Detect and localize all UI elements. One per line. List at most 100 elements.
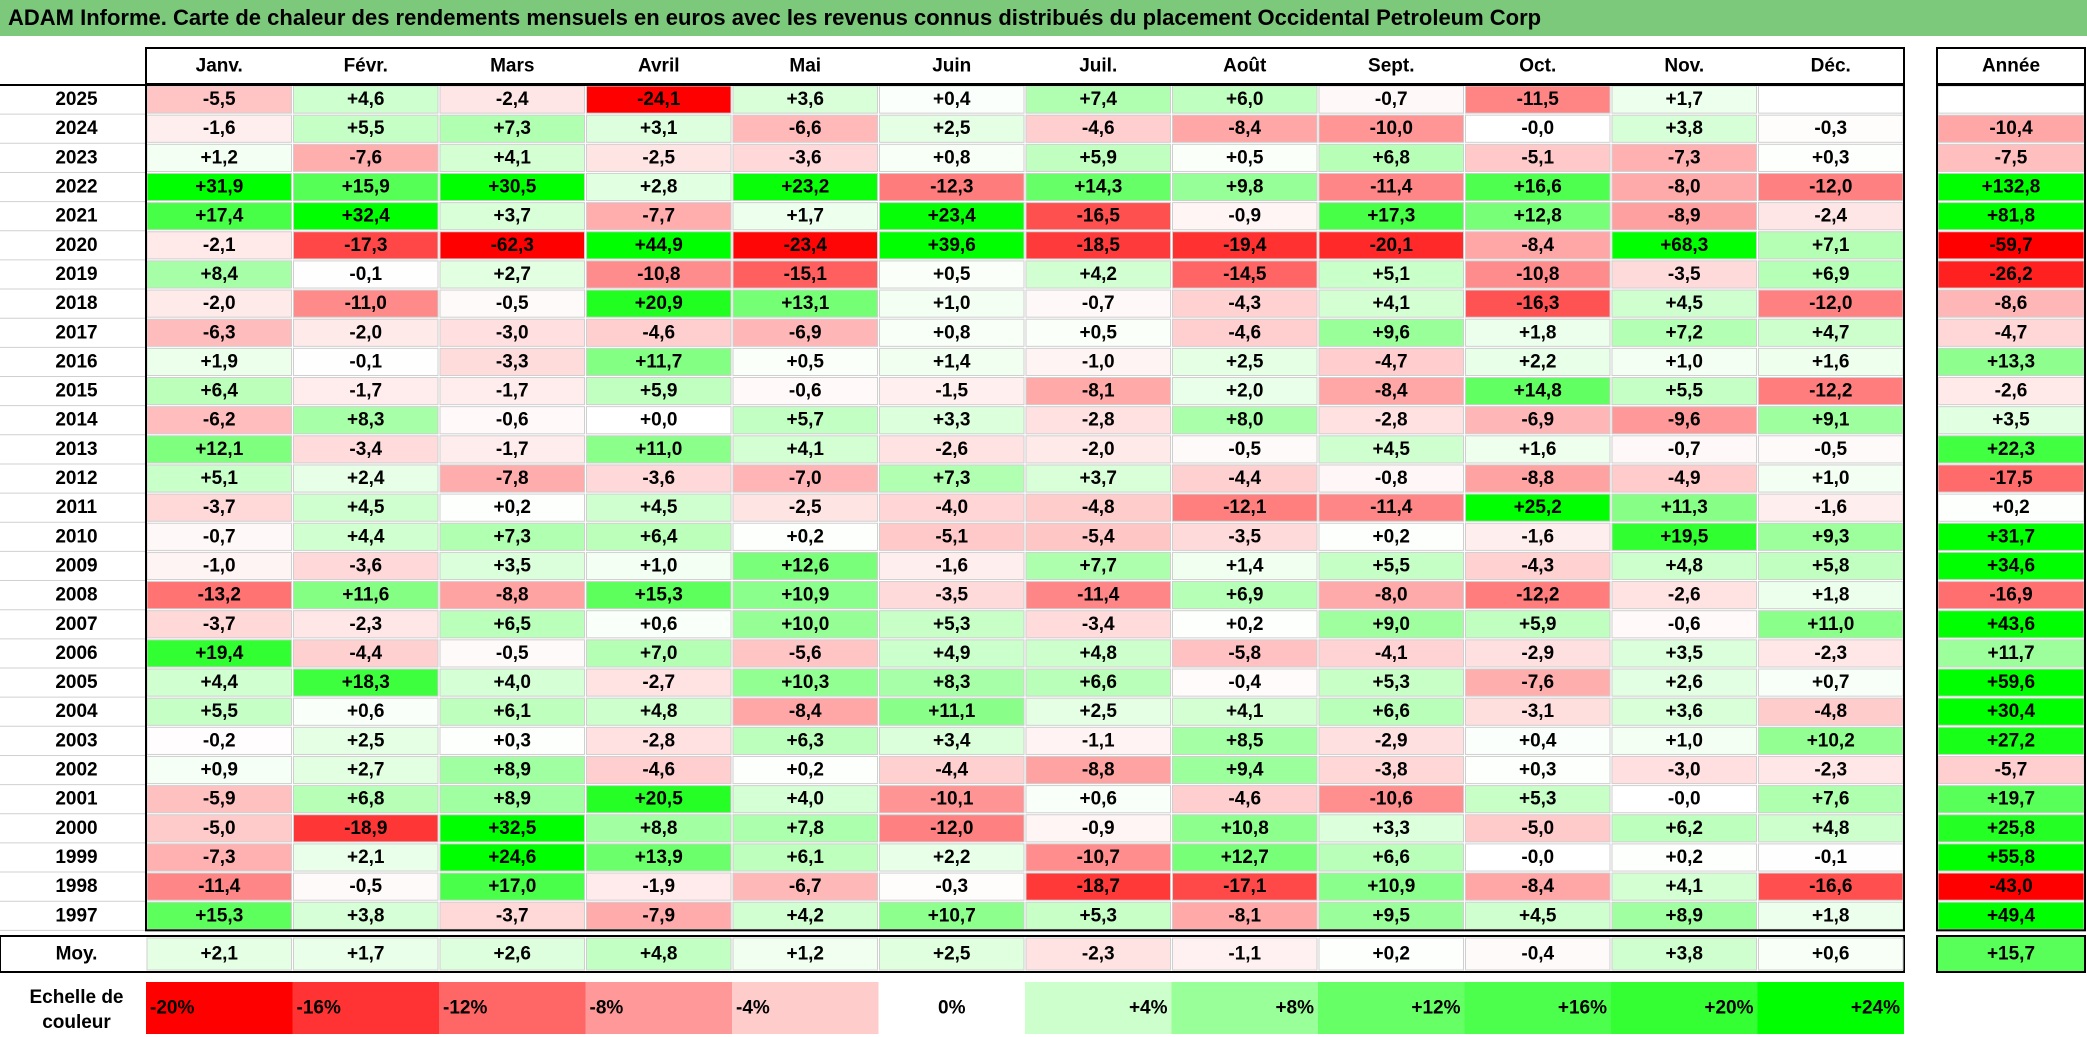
cell-value: -11,0 <box>345 293 387 314</box>
annual-value: -43,0 <box>1989 876 2032 897</box>
heat-cell <box>293 85 439 114</box>
average-cell <box>293 937 439 971</box>
heat-cell <box>1318 814 1464 843</box>
cell-value: +4,7 <box>1812 322 1850 343</box>
cell-value: +2,8 <box>640 177 678 198</box>
heat-cell <box>1611 231 1757 260</box>
heat-cell <box>439 493 585 522</box>
average-row-border <box>0 935 1905 973</box>
heat-cell <box>1465 843 1611 872</box>
annual-value: +22,3 <box>1987 439 2035 460</box>
cell-value: -5,6 <box>789 643 822 664</box>
cell-value: +1,6 <box>1812 351 1850 372</box>
cell-value: +8,5 <box>1226 730 1264 751</box>
cell-value: -18,5 <box>1077 235 1121 256</box>
cell-value: -6,6 <box>789 118 822 139</box>
cell-value: -2,6 <box>935 439 968 460</box>
heat-cell <box>1318 581 1464 610</box>
heat-cell <box>439 172 585 202</box>
annual-cell <box>1937 785 2085 814</box>
cell-value: +9,1 <box>1812 410 1850 431</box>
heat-cell <box>293 406 439 435</box>
annual-cell <box>1937 814 2085 843</box>
heat-cell <box>879 347 1025 377</box>
heat-cell <box>293 172 439 202</box>
cell-value: +10,0 <box>781 614 829 635</box>
heat-cell <box>1318 493 1464 522</box>
average-value: +1,7 <box>347 944 385 965</box>
annual-value: +81,8 <box>1987 206 2035 227</box>
month-header-1: Janv. <box>196 56 243 77</box>
heat-cell <box>1611 114 1757 143</box>
heat-cell <box>732 901 878 930</box>
cell-value: -4,3 <box>1228 293 1261 314</box>
cell-value: -12,0 <box>930 818 973 839</box>
heat-cell <box>1465 610 1611 639</box>
heat-cell <box>146 785 292 814</box>
cell-value: -0,1 <box>1814 847 1847 868</box>
cell-value: -5,1 <box>1521 147 1554 168</box>
cell-value: -0,0 <box>1521 847 1554 868</box>
heat-cell <box>1465 202 1611 231</box>
heat-cell <box>1465 435 1611 464</box>
heat-cell <box>1465 814 1611 843</box>
heat-cell <box>1025 464 1171 493</box>
heat-cell <box>1318 114 1464 143</box>
heat-cell <box>1172 435 1318 464</box>
heat-cell <box>1025 347 1171 377</box>
cell-value: -0,2 <box>203 730 236 751</box>
annual-value: -59,7 <box>1989 235 2032 256</box>
heat-cell <box>1172 814 1318 843</box>
cell-value: +9,4 <box>1226 760 1264 781</box>
heat-cell <box>586 347 732 377</box>
heat-cell <box>879 755 1025 785</box>
cell-value: +12,1 <box>195 439 244 460</box>
heat-cell <box>1611 172 1757 202</box>
cell-value: -0,6 <box>496 410 529 431</box>
cell-value: +19,5 <box>1660 526 1709 547</box>
title-bar: ADAM Informe. Carte de chaleur des rende… <box>0 0 2087 36</box>
cell-value: -7,3 <box>203 847 236 868</box>
heat-cell <box>1025 755 1171 785</box>
cell-value: +2,5 <box>1079 701 1117 722</box>
annual-value: +13,3 <box>1987 351 2035 372</box>
heat-cell <box>1611 697 1757 726</box>
color-scale-swatch <box>146 982 293 1034</box>
cell-value: -62,3 <box>491 235 534 256</box>
heat-cell <box>1465 231 1611 260</box>
cell-value: -0,5 <box>496 643 529 664</box>
average-value: +2,1 <box>200 944 238 965</box>
heat-cell <box>293 377 439 406</box>
heat-cell <box>1465 785 1611 814</box>
heat-cell <box>1318 843 1464 872</box>
average-value: +0,6 <box>1812 944 1850 965</box>
heat-cell <box>1465 668 1611 697</box>
cell-value: -3,6 <box>789 147 822 168</box>
cell-value: -12,3 <box>930 177 973 198</box>
cell-value: +6,6 <box>1372 701 1410 722</box>
cell-value: -3,7 <box>496 905 529 926</box>
annual-cell <box>1937 726 2085 755</box>
color-scale-swatch <box>732 982 879 1034</box>
heat-cell <box>879 231 1025 260</box>
color-scale-swatch <box>1464 982 1611 1034</box>
heat-cell <box>293 726 439 755</box>
heat-cell <box>1465 551 1611 581</box>
cell-value: +12,6 <box>781 555 829 576</box>
cell-value: -5,1 <box>935 526 968 547</box>
year-label: 2017 <box>55 322 97 343</box>
cell-value: +8,9 <box>493 789 531 810</box>
cell-value: +11,7 <box>635 351 682 372</box>
cell-value: +2,1 <box>347 847 385 868</box>
cell-value: -11,4 <box>198 876 241 897</box>
month-header-7: Juil. <box>1079 56 1117 77</box>
heat-cell <box>732 231 878 260</box>
heat-cell <box>1758 755 1904 785</box>
cell-value: -4,7 <box>1375 351 1408 372</box>
heat-cell <box>1465 872 1611 901</box>
cell-value: -23,4 <box>784 235 828 256</box>
heat-cell <box>293 464 439 493</box>
chart-title: ADAM Informe. Carte de chaleur des rende… <box>8 5 1542 30</box>
cell-value: +14,8 <box>1514 381 1562 402</box>
heat-cell <box>1172 85 1318 114</box>
